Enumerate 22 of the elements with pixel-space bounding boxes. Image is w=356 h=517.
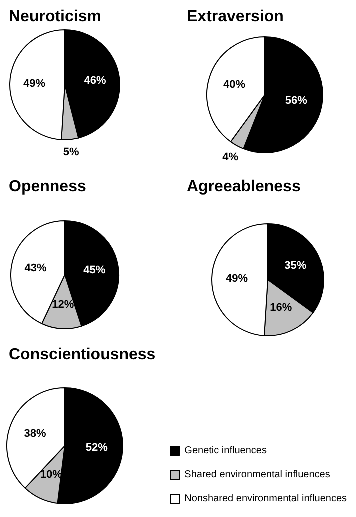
data-label: 49%	[24, 78, 46, 90]
legend-label: Genetic influences	[184, 446, 267, 456]
legend-label: Nonshared environmental influences	[184, 494, 348, 504]
data-label: 5%	[63, 146, 80, 159]
data-label: 38%	[24, 428, 46, 440]
chart-title: Openness	[9, 178, 86, 196]
chart-title: Agreeableness	[187, 178, 301, 196]
data-label: 46%	[84, 75, 106, 88]
legend-label: Shared environmental influences	[184, 470, 330, 480]
data-label: 43%	[24, 262, 47, 274]
chart-title: Extraversion	[187, 8, 284, 26]
chart-title: Neuroticism	[9, 8, 102, 26]
data-label: 49%	[226, 273, 248, 286]
data-label: 35%	[284, 260, 307, 272]
data-label: 40%	[224, 79, 246, 92]
chart-title: Conscientiousness	[9, 346, 156, 364]
data-label: 56%	[285, 94, 308, 107]
data-label: 52%	[86, 442, 108, 454]
data-label: 16%	[270, 302, 292, 314]
data-label: 45%	[84, 264, 106, 276]
data-label: 4%	[222, 152, 239, 164]
data-label: 12%	[52, 298, 74, 311]
